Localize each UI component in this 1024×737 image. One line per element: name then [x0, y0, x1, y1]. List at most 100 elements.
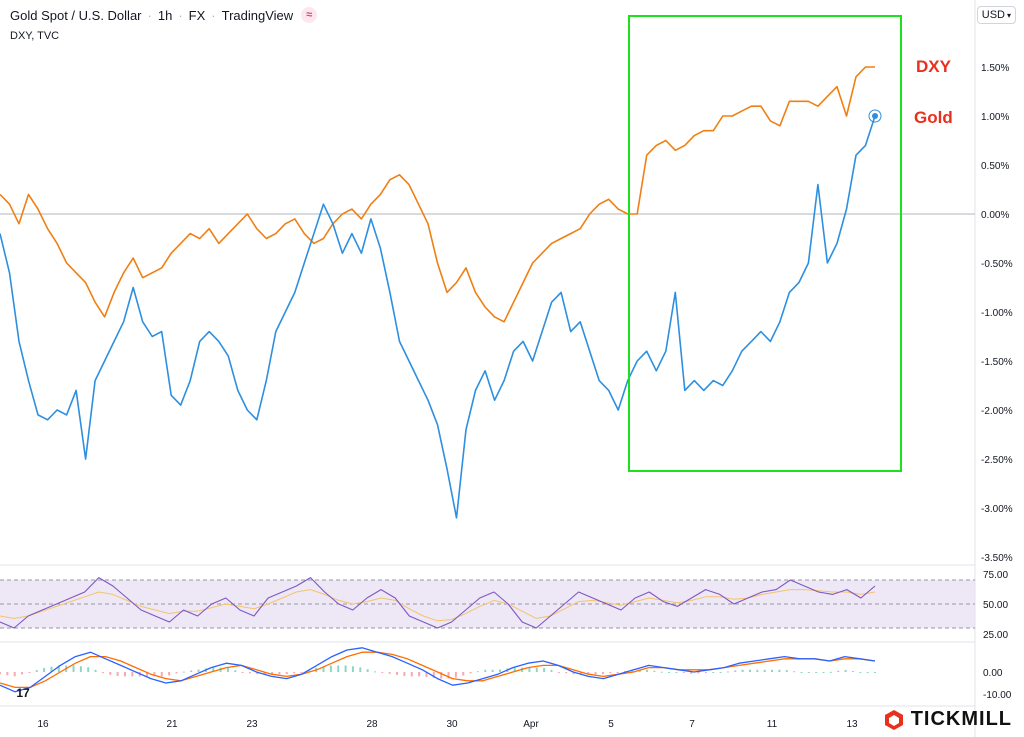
macd-histogram-bar — [535, 667, 538, 672]
y-tick-label: 1.00% — [981, 112, 1009, 123]
macd-histogram-bar — [344, 665, 347, 672]
macd-histogram-bar — [631, 669, 634, 672]
macd-histogram-bar — [293, 672, 296, 674]
macd-histogram-bar — [675, 672, 678, 673]
rsi-tick-label: 50.00 — [983, 600, 1008, 611]
macd-histogram-bar — [432, 672, 435, 679]
currency-selector[interactable]: USD ▾ — [976, 6, 1016, 24]
macd-histogram-bar — [6, 672, 9, 676]
x-tick-label: 5 — [608, 719, 614, 730]
macd-histogram-bar — [491, 669, 494, 672]
macd-histogram-bar — [94, 669, 97, 672]
macd-histogram-bar — [785, 670, 788, 672]
chevron-down-icon: ▾ — [1006, 10, 1011, 20]
macd-histogram-bar — [35, 670, 38, 672]
macd-histogram-bar — [263, 672, 266, 675]
macd-histogram-bar — [579, 672, 582, 675]
macd-histogram-bar — [351, 666, 354, 672]
y-tick-label: 1.50% — [981, 63, 1009, 74]
x-tick-label: 16 — [37, 719, 49, 730]
macd-histogram-bar — [182, 671, 185, 673]
macd-histogram-bar — [704, 672, 707, 673]
chart-header: Gold Spot / U.S. Dollar · 1h · FX · Trad… — [10, 7, 318, 23]
macd-histogram-bar — [874, 672, 876, 673]
macd-histogram-bar — [484, 669, 487, 672]
macd-histogram-bar — [160, 672, 163, 677]
macd-histogram-bar — [43, 667, 46, 672]
macd-histogram-bar — [249, 672, 251, 674]
wave-icon[interactable]: ≈ — [301, 7, 318, 23]
tickmill-brand: TICKMILL — [883, 708, 1012, 731]
macd-histogram-bar — [175, 672, 178, 674]
macd-histogram-bar — [146, 672, 149, 677]
y-tick-label: -0.50% — [981, 259, 1013, 270]
macd-histogram-bar — [734, 670, 737, 672]
macd-histogram-bar — [624, 671, 626, 673]
macd-histogram-bar — [256, 672, 259, 675]
macd-histogram-bar — [168, 672, 171, 676]
macd-histogram-bar — [543, 667, 546, 672]
x-axis-ticks: 16 21 23 28 30 Apr 5 7 11 13 — [37, 719, 858, 730]
macd-histogram-bar — [866, 672, 869, 673]
macd-histogram-bar — [653, 670, 656, 672]
x-tick-label: 21 — [166, 719, 178, 730]
y-axis-ticks: 1.50% 1.00% 0.50% 0.00% -0.50% -1.00% -1.50% -2… — [981, 63, 1013, 701]
macd-histogram-bar — [851, 670, 854, 672]
macd-histogram-bar — [0, 672, 1, 675]
macd-histogram-bar — [212, 667, 215, 672]
macd-histogram-bar — [837, 670, 840, 672]
macd-histogram-bar — [241, 672, 244, 673]
header-separator: · — [178, 7, 183, 23]
macd-histogram-bar — [616, 672, 619, 673]
macd-histogram-bar — [21, 672, 24, 675]
macd-histogram-bar — [859, 672, 862, 673]
macd-histogram-bar — [741, 669, 744, 672]
macd-histogram-bar — [454, 672, 457, 678]
macd-histogram-bar — [513, 667, 516, 672]
macd-histogram-bar — [726, 671, 729, 673]
gold-last-point — [872, 113, 878, 119]
macd-histogram-bar — [285, 672, 288, 675]
macd-histogram-bar — [153, 672, 156, 677]
macd-histogram-bar — [131, 672, 134, 677]
macd-histogram-bar — [587, 672, 590, 675]
macd-histogram-bar — [72, 665, 75, 672]
currency-label: USD — [981, 9, 1005, 21]
macd-histogram-bar — [800, 672, 803, 673]
macd-histogram-bar — [697, 672, 700, 674]
macd-histogram-bar — [28, 672, 31, 673]
interval-label[interactable]: 1h — [157, 7, 173, 23]
x-tick-label: 13 — [846, 719, 858, 730]
symbol-name[interactable]: Gold Spot / U.S. Dollar — [10, 7, 142, 23]
macd-histogram-bar — [57, 665, 60, 672]
macd-histogram-bar — [609, 672, 612, 674]
series-layer — [0, 66, 882, 693]
macd-histogram-bar — [844, 669, 847, 672]
macd-histogram-bar — [646, 669, 649, 672]
macd-histogram-bar — [594, 672, 597, 675]
x-tick-label: 23 — [246, 719, 258, 730]
macd-histogram-bar — [396, 672, 399, 675]
macd-histogram-bar — [815, 672, 818, 673]
tradingview-logo[interactable]: 17 — [16, 686, 30, 700]
x-tick-label: Apr — [523, 719, 539, 730]
x-tick-label: 11 — [767, 719, 778, 730]
tickmill-logo-icon — [884, 709, 903, 730]
gold-annotation: Gold — [914, 108, 953, 127]
compare-symbol-label[interactable]: DXY, TVC — [10, 30, 60, 42]
macd-histogram-bar — [307, 669, 310, 672]
y-tick-label: -2.50% — [981, 455, 1013, 466]
x-tick-label: 30 — [446, 719, 458, 730]
macd-histogram-bar — [374, 671, 376, 673]
macd-histogram-bar — [601, 672, 604, 675]
macd-tick-label: 0.00 — [983, 668, 1003, 679]
y-tick-label: 0.00% — [981, 210, 1009, 221]
macd-histogram-bar — [124, 672, 126, 677]
macd-histogram-bar — [749, 669, 751, 672]
macd-line — [0, 647, 876, 693]
macd-histogram-bar — [190, 670, 193, 672]
header-separator: · — [147, 7, 152, 23]
macd-histogram-bar — [550, 670, 553, 672]
y-tick-label: -1.50% — [981, 357, 1013, 368]
